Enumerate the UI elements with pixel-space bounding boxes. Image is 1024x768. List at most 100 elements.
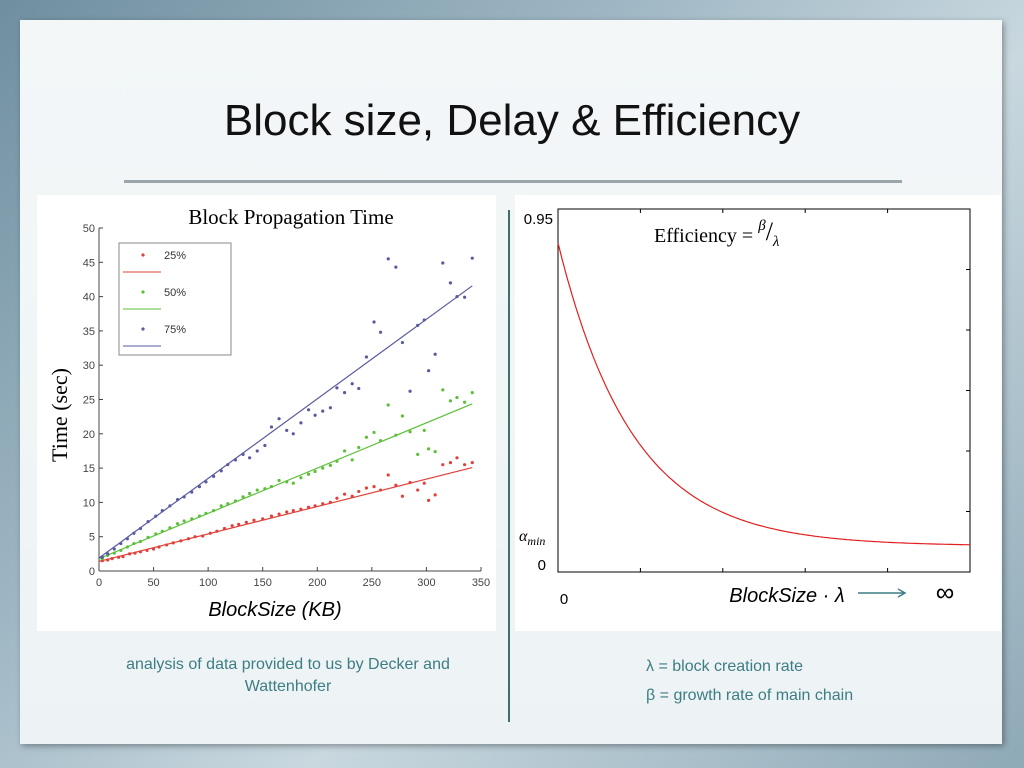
data-point — [448, 461, 453, 465]
x-tick-label: 200 — [308, 577, 326, 589]
data-point — [263, 487, 267, 491]
data-point — [372, 430, 376, 435]
data-point — [255, 449, 259, 453]
data-point — [133, 551, 137, 555]
data-point — [335, 459, 339, 463]
efficiency-chart-panel: 0.95 αmin 0 0 BlockSize · λ ∞ Efficiency… — [515, 195, 1001, 631]
data-point — [125, 537, 129, 541]
legend-marker — [141, 290, 145, 294]
data-source-caption: analysis of data provided to us by Decke… — [126, 656, 450, 695]
data-point — [233, 458, 238, 462]
data-point — [378, 439, 383, 443]
data-point — [342, 449, 347, 453]
data-point — [222, 526, 227, 531]
data-point — [441, 261, 445, 265]
lambda-definition: λ = block creation rate — [646, 658, 803, 675]
data-point — [100, 555, 104, 559]
data-point — [277, 478, 281, 483]
data-point — [244, 520, 248, 524]
data-point — [321, 502, 325, 506]
data-point — [394, 265, 398, 269]
legend-marker — [141, 327, 145, 331]
slide-title: Block size, Delay & Efficiency — [223, 96, 801, 145]
data-point — [151, 547, 156, 551]
data-point — [160, 529, 164, 533]
data-point — [427, 447, 431, 451]
efficiency-axes — [557, 208, 971, 573]
data-point — [212, 474, 216, 478]
data-point — [416, 452, 420, 456]
x-tick-label: 150 — [254, 577, 272, 589]
legend-box — [118, 242, 232, 356]
data-point — [201, 534, 205, 538]
data-point — [357, 386, 361, 391]
y-tick-label: 0 — [89, 566, 95, 578]
data-point — [285, 510, 289, 514]
data-point — [146, 520, 150, 524]
data-point — [269, 514, 274, 518]
data-point — [394, 433, 398, 437]
y-tick-label: 50 — [83, 223, 95, 235]
data-point — [146, 535, 150, 539]
y-zero-label: 0 — [538, 557, 546, 574]
y-axis-label: Time (sec) — [47, 368, 72, 462]
efficiency-curve — [557, 242, 971, 546]
symbol-legend: λ = block creation rate β = growth rate … — [646, 652, 853, 710]
data-point — [121, 554, 125, 559]
data-point — [168, 526, 172, 530]
data-point — [226, 463, 230, 467]
propagation-chart-panel: Block Propagation Time Time (sec) BlockS… — [37, 195, 496, 631]
data-point — [470, 256, 474, 260]
data-point — [306, 408, 311, 412]
fit-line-75 — [98, 285, 473, 559]
legend-label: 50% — [164, 287, 186, 299]
data-point — [230, 524, 234, 528]
data-point — [408, 430, 412, 434]
data-point — [190, 517, 194, 521]
data-point — [313, 469, 317, 474]
legend-marker — [141, 253, 145, 257]
data-point — [441, 463, 445, 467]
data-point — [132, 541, 136, 546]
data-point — [321, 466, 325, 470]
y-tick-label: 10 — [83, 497, 95, 509]
data-point — [269, 425, 274, 429]
data-point — [357, 445, 361, 450]
data-point — [342, 492, 347, 496]
data-point — [455, 295, 459, 299]
x-tick-label: 300 — [417, 577, 435, 589]
data-point — [233, 499, 238, 503]
data-point — [138, 539, 143, 544]
data-point — [416, 488, 420, 492]
data-point — [427, 369, 431, 373]
data-point — [372, 485, 376, 489]
title-divider — [124, 180, 902, 183]
data-points — [100, 256, 474, 563]
data-point — [285, 428, 289, 432]
x-start-label: 0 — [560, 591, 568, 608]
data-point — [386, 473, 390, 477]
data-point — [470, 391, 474, 395]
data-point — [299, 421, 303, 425]
data-point — [313, 413, 317, 417]
data-point — [204, 480, 208, 484]
data-point — [386, 403, 390, 407]
x-axis-label: BlockSize (KB) — [208, 599, 341, 621]
x-tick-label: 350 — [472, 577, 490, 589]
data-point — [154, 514, 158, 518]
y-tick-label: 45 — [83, 257, 95, 269]
y-tick-label: 35 — [83, 326, 95, 338]
data-point — [241, 452, 245, 456]
data-point — [132, 531, 136, 535]
chart-legend: 25% 50% 75% — [118, 242, 232, 356]
data-point — [269, 485, 274, 489]
data-point — [416, 323, 420, 328]
data-point — [422, 481, 426, 485]
data-point — [364, 435, 368, 439]
data-point — [299, 507, 303, 511]
data-point — [219, 469, 223, 473]
data-point — [186, 537, 191, 541]
data-point — [255, 488, 259, 492]
y-tick-label: 20 — [83, 429, 95, 441]
data-point — [463, 295, 467, 299]
